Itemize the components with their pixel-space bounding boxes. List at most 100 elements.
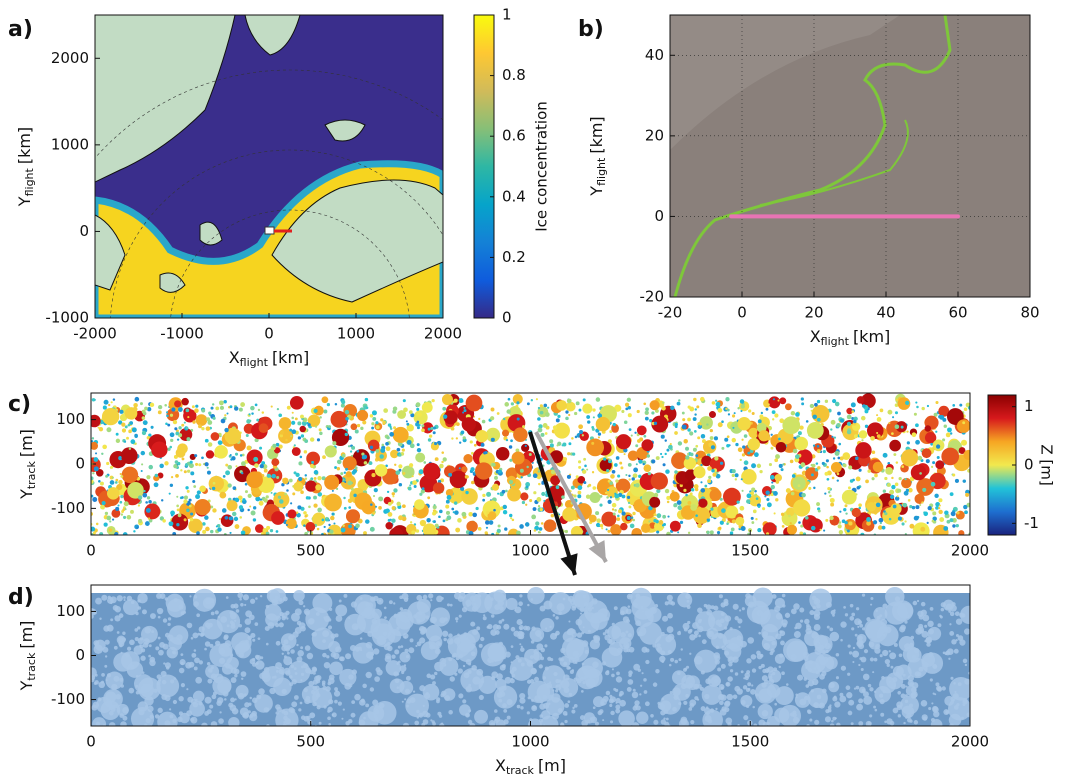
decoration (769, 463, 772, 466)
decoration (765, 490, 769, 494)
decoration (628, 478, 630, 480)
decoration (307, 422, 309, 424)
decoration (836, 423, 841, 428)
decoration (616, 671, 620, 675)
decoration (584, 669, 603, 688)
decoration (120, 473, 122, 475)
decoration (584, 465, 587, 468)
decoration (312, 666, 317, 671)
decoration (526, 486, 529, 489)
decoration (952, 524, 955, 527)
decoration (669, 664, 672, 667)
x-tick-label: 60 (948, 304, 967, 322)
decoration (353, 642, 374, 663)
y-tick-label: -100 (51, 499, 85, 517)
decoration (531, 399, 533, 401)
decoration (287, 652, 290, 655)
decoration (611, 425, 619, 433)
decoration (294, 695, 299, 700)
decoration (192, 420, 195, 423)
decoration (645, 411, 649, 415)
decoration (298, 708, 301, 711)
decoration (355, 466, 358, 469)
decoration (533, 652, 542, 661)
decoration (720, 521, 724, 525)
decoration (839, 530, 843, 534)
decoration (637, 425, 647, 435)
decoration (732, 519, 736, 523)
decoration (543, 500, 545, 502)
decoration (280, 434, 283, 437)
decoration (306, 716, 310, 720)
decoration (511, 402, 514, 405)
decoration (379, 454, 383, 458)
decoration (628, 673, 631, 676)
decoration (956, 618, 962, 624)
decoration (517, 705, 521, 709)
decoration (639, 693, 641, 695)
decoration (482, 494, 485, 497)
decoration (620, 523, 628, 531)
decoration (592, 471, 594, 473)
decoration (932, 461, 935, 464)
decoration (315, 425, 317, 427)
decoration (145, 501, 148, 504)
decoration (256, 694, 261, 699)
decoration (624, 421, 628, 425)
decoration (117, 595, 123, 601)
decoration (949, 631, 954, 636)
decoration (566, 402, 576, 412)
decoration (158, 410, 162, 414)
decoration (305, 645, 311, 651)
decoration (471, 481, 475, 485)
decoration (382, 444, 385, 447)
decoration (509, 445, 512, 448)
decoration (924, 625, 927, 628)
decoration (964, 628, 970, 634)
decoration (807, 422, 824, 439)
decoration (170, 414, 173, 417)
x-tick-label: 500 (296, 542, 325, 560)
decoration (727, 694, 733, 700)
decoration (667, 516, 669, 518)
decoration (124, 599, 126, 601)
decoration (145, 521, 150, 526)
decoration (608, 480, 611, 483)
decoration (218, 440, 223, 445)
decoration (375, 506, 377, 508)
axis-label-symbol: X (229, 348, 240, 367)
axis-label-subscript: flight (821, 335, 850, 348)
decoration (850, 479, 854, 483)
decoration (251, 510, 256, 515)
decoration (718, 422, 723, 427)
decoration (348, 445, 350, 447)
decoration (788, 515, 791, 518)
decoration (448, 473, 452, 477)
decoration (510, 439, 513, 442)
decoration (551, 693, 561, 703)
decoration (963, 505, 967, 509)
decoration (855, 456, 859, 460)
decoration (95, 674, 98, 677)
y-tick-label: 2000 (51, 49, 89, 67)
decoration (945, 710, 949, 714)
decoration (737, 618, 742, 623)
decoration (758, 419, 762, 423)
decoration (856, 686, 860, 690)
decoration (233, 486, 237, 490)
decoration (851, 627, 854, 630)
decoration (616, 456, 620, 460)
decoration (181, 398, 189, 406)
decoration (166, 594, 184, 612)
decoration (215, 406, 219, 410)
decoration (808, 487, 811, 490)
decoration (858, 698, 863, 703)
decoration (227, 500, 238, 511)
decoration (250, 714, 254, 718)
decoration (845, 613, 848, 616)
decoration (670, 492, 680, 502)
decoration (799, 608, 804, 613)
decoration (404, 698, 406, 700)
decoration (250, 697, 252, 699)
decoration (859, 430, 867, 438)
